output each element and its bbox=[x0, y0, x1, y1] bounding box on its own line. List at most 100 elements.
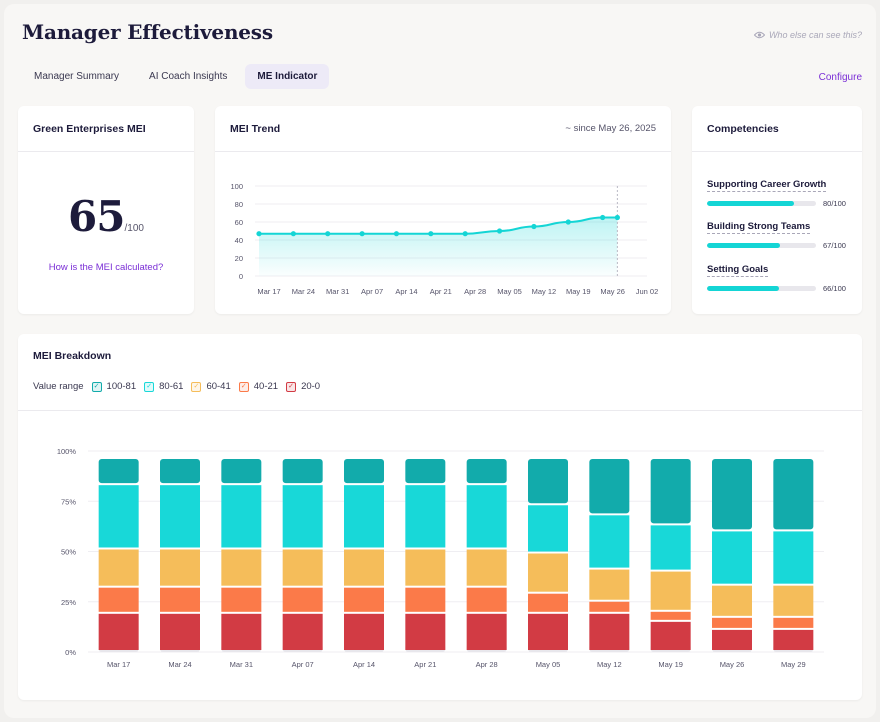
bar-segment-20-0 bbox=[712, 629, 752, 650]
competency-item[interactable]: Setting Goals 66/100 bbox=[707, 259, 847, 293]
y-tick-label: 80 bbox=[235, 200, 243, 209]
x-tick-label: Apr 07 bbox=[292, 660, 314, 669]
bar-segment-100-81 bbox=[466, 459, 507, 484]
breakdown-divider bbox=[18, 410, 862, 411]
bar-segment-100-81 bbox=[589, 459, 630, 514]
breakdown-card-title: MEI Breakdown bbox=[33, 350, 112, 362]
mei-trend-card: MEI Trend ~ since May 26, 2025 100 80 60 40… bbox=[215, 106, 671, 314]
bar-segment-60-41 bbox=[650, 571, 691, 610]
x-tick-label: Apr 21 bbox=[430, 287, 452, 296]
y-tick-label: 20 bbox=[235, 254, 243, 263]
trend-point bbox=[290, 231, 296, 237]
competency-label[interactable]: Building Strong Teams bbox=[707, 221, 811, 234]
x-tick-label: Apr 07 bbox=[361, 287, 383, 296]
trend-point bbox=[531, 223, 537, 230]
visibility-link[interactable]: Who else can see this? bbox=[753, 30, 862, 40]
bar-segment-100-81 bbox=[282, 459, 323, 484]
bar-segment-80-61 bbox=[589, 515, 630, 568]
competency-progress-fill bbox=[707, 201, 795, 206]
bar-segment-20-0 bbox=[344, 613, 384, 650]
x-tick-label: May 05 bbox=[497, 287, 522, 296]
bar-segment-20-0 bbox=[650, 621, 691, 650]
legend-item-40-21[interactable]: ✓ 40-21 bbox=[238, 381, 278, 392]
trend-card-header: MEI Trend ~ since May 26, 2025 bbox=[215, 106, 671, 152]
bar-segment-20-0 bbox=[528, 613, 568, 650]
legend-item-60-41[interactable]: ✓ 60-41 bbox=[191, 381, 231, 392]
trend-point bbox=[428, 231, 434, 237]
competency-item[interactable]: Supporting Career Growth 80/100 bbox=[707, 174, 847, 208]
bar-segment-80-61 bbox=[98, 485, 139, 548]
x-tick-label: May 05 bbox=[536, 660, 561, 669]
legend-label: 60-41 bbox=[206, 381, 231, 392]
bar-segment-100-81 bbox=[160, 459, 200, 484]
x-tick-label: Apr 21 bbox=[414, 660, 436, 669]
y-tick-label: 0% bbox=[65, 648, 76, 657]
x-tick-label: May 26 bbox=[720, 660, 745, 669]
configure-link[interactable]: Configure bbox=[818, 72, 862, 83]
competency-value: 66/100 bbox=[823, 284, 846, 293]
bar-segment-80-61 bbox=[650, 525, 691, 570]
tab-bar: Manager Summary AI Coach Insights ME Ind… bbox=[22, 64, 330, 89]
bar-segment-80-61 bbox=[466, 485, 507, 548]
bar-segment-40-21 bbox=[712, 617, 752, 628]
mei-breakdown-chart: 100% 75% 50% 25% 0% Mar 17 Mar 24 Mar 31 Apr 07 A… bbox=[57, 447, 824, 669]
mei-score-value: 65 bbox=[68, 192, 125, 241]
bar-segment-80-61 bbox=[528, 505, 568, 552]
bar-segment-40-21 bbox=[98, 587, 139, 612]
mei-breakdown-card: MEI Breakdown Value range ✓ 100-81 ✓ 80-… bbox=[18, 334, 862, 700]
bar-segment-80-61 bbox=[773, 531, 814, 584]
eye-icon bbox=[753, 31, 765, 39]
bar-segment-60-41 bbox=[589, 569, 630, 600]
x-tick-label: May 12 bbox=[597, 660, 622, 669]
trend-point bbox=[359, 231, 365, 237]
x-tick-label: Mar 17 bbox=[257, 287, 280, 296]
bar-segment-100-81 bbox=[221, 459, 262, 484]
bar-segment-60-41 bbox=[282, 549, 323, 586]
x-tick-label: Mar 24 bbox=[292, 287, 315, 296]
bar-segment-60-41 bbox=[160, 549, 200, 586]
legend-label: 100-81 bbox=[106, 381, 137, 392]
legend-label: 20-0 bbox=[301, 381, 321, 392]
mei-score-card: Green Enterprises MEI 65/100 How is the … bbox=[18, 106, 194, 314]
bar-segment-100-81 bbox=[528, 459, 568, 504]
trend-point bbox=[565, 219, 571, 225]
mei-trend-chart: 100 80 60 40 20 0 Mar 17 Mar 24 Mar 31 Apr 07 Apr … bbox=[230, 182, 659, 296]
x-tick-label: Jun 02 bbox=[636, 287, 659, 296]
trend-since-label: ~ since May 26, 2025 bbox=[565, 123, 656, 134]
checkbox-icon[interactable]: ✓ bbox=[91, 381, 102, 392]
bar-segment-40-21 bbox=[528, 593, 568, 612]
competency-item[interactable]: Building Strong Teams 67/100 bbox=[707, 216, 847, 250]
bar-segment-60-41 bbox=[528, 553, 568, 592]
mei-calculation-link[interactable]: How is the MEI calculated? bbox=[48, 262, 164, 273]
checkbox-icon[interactable]: ✓ bbox=[144, 381, 155, 392]
trend-point bbox=[462, 231, 468, 237]
competency-label[interactable]: Supporting Career Growth bbox=[707, 179, 827, 192]
x-tick-label: Apr 28 bbox=[464, 287, 486, 296]
legend-item-20-0[interactable]: ✓ 20-0 bbox=[286, 381, 320, 392]
competency-progress-fill bbox=[707, 286, 779, 291]
x-tick-label: Mar 24 bbox=[168, 660, 191, 669]
checkbox-icon[interactable]: ✓ bbox=[286, 381, 297, 392]
competency-label[interactable]: Setting Goals bbox=[707, 264, 769, 277]
x-tick-label: Apr 28 bbox=[476, 660, 498, 669]
bar-segment-60-41 bbox=[221, 549, 262, 586]
legend-item-100-81[interactable]: ✓ 100-81 bbox=[91, 381, 137, 392]
bar-segment-60-41 bbox=[773, 585, 814, 616]
breakdown-legend: Value range ✓ 100-81 ✓ 80-61 ✓ 60-41 ✓ 4… bbox=[33, 381, 320, 392]
checkbox-icon[interactable]: ✓ bbox=[238, 381, 249, 392]
bar-segment-20-0 bbox=[405, 613, 446, 650]
bar-segment-40-21 bbox=[160, 587, 200, 612]
y-tick-label: 50% bbox=[61, 548, 76, 557]
tab-manager-summary[interactable]: Manager Summary bbox=[34, 71, 120, 82]
trend-area bbox=[259, 217, 618, 276]
bar-segment-20-0 bbox=[466, 613, 507, 650]
tab-me-indicator[interactable]: ME Indicator bbox=[245, 64, 330, 89]
tab-ai-coach-insights[interactable]: AI Coach Insights bbox=[149, 71, 228, 82]
bar-segment-40-21 bbox=[650, 611, 691, 620]
checkbox-icon[interactable]: ✓ bbox=[191, 381, 202, 392]
competency-progress-fill bbox=[707, 243, 781, 248]
trend-card-title: MEI Trend bbox=[230, 122, 281, 135]
legend-item-80-61[interactable]: ✓ 80-61 bbox=[144, 381, 183, 392]
bar-segment-40-21 bbox=[221, 587, 262, 612]
trend-line bbox=[259, 216, 618, 235]
